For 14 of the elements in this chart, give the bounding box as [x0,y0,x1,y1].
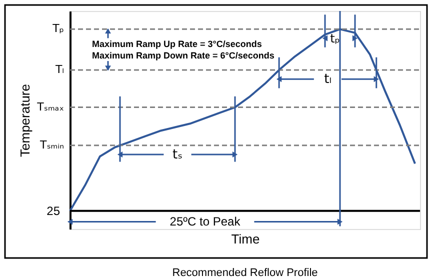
text: 25 [46,204,60,218]
annotation: tₛ [172,148,183,163]
y-axis-title: Temperature [18,84,32,157]
ref-line-label: Tₚ [52,22,64,36]
annotation: tₗ [324,72,332,88]
annotation: Maximum Ramp Up Rate = 3°C/seconds [92,38,262,49]
annotation: Maximum Ramp Down Rate = 6°C/seconds [92,50,274,60]
text: 25ºC to Peak [170,214,242,229]
annotation: tₚ [330,31,340,46]
x-axis-title: Time [231,232,260,246]
ref-line-label: Tₛₘₐₓ [36,100,64,114]
text: Recommended Reflow Profile [172,266,318,279]
ref-line-label: Tₛₘᵢₙ [38,138,64,152]
ref-line-label: Tₗ [54,63,64,76]
